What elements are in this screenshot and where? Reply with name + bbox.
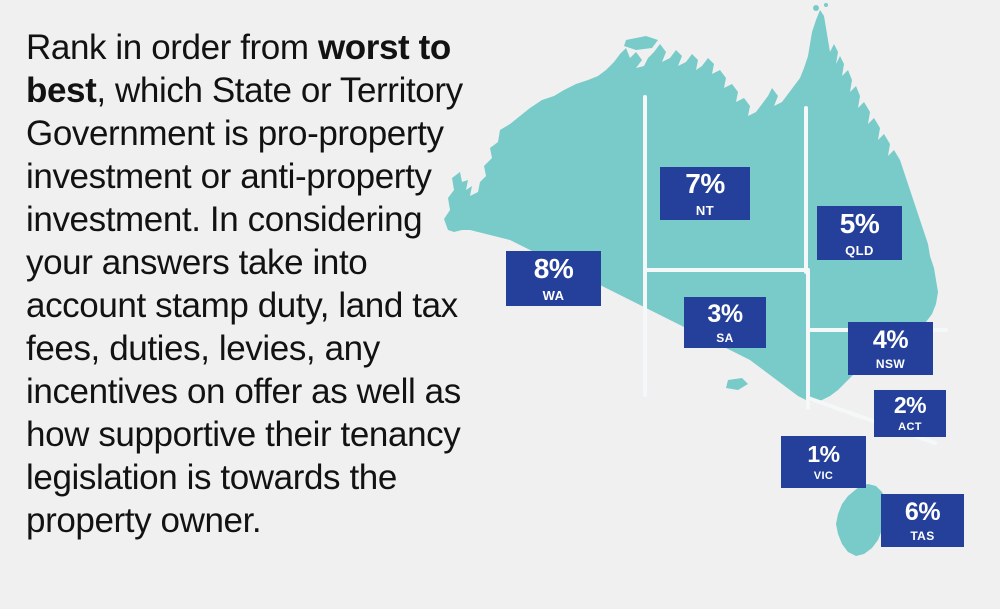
stat-label-act: ACT <box>898 421 922 433</box>
stat-box-sa[interactable]: 3% SA <box>684 297 766 348</box>
question-block: Rank in order from worst to best, which … <box>26 26 496 542</box>
stat-label-sa: SA <box>716 330 734 345</box>
tasmania-shape <box>836 484 888 556</box>
page-title: Rank in order from worst to best, which … <box>26 26 496 542</box>
stat-box-nt[interactable]: 7% NT <box>660 167 750 220</box>
stat-value-sa: 3% <box>707 299 743 328</box>
stat-label-nt: NT <box>695 203 715 218</box>
stat-box-wa[interactable]: 8% WA <box>506 251 601 306</box>
stat-value-vic: 1% <box>807 440 840 467</box>
kangaroo-island <box>726 378 748 390</box>
island-dot-2 <box>824 3 828 7</box>
stat-box-qld[interactable]: 5% QLD <box>817 206 902 260</box>
stat-label-wa: WA <box>542 288 565 303</box>
stat-box-nsw[interactable]: 4% NSW <box>848 322 933 375</box>
question-emphasis: worst to best <box>26 28 451 110</box>
stat-value-tas: 6% <box>904 497 941 526</box>
stat-value-qld: 5% <box>839 207 880 239</box>
stat-value-act: 2% <box>893 392 927 418</box>
stat-label-vic: VIC <box>813 469 834 482</box>
stat-label-tas: TAS <box>910 528 935 543</box>
question-prefix: Rank in order from <box>26 28 318 67</box>
stat-label-nsw: NSW <box>875 356 906 371</box>
stat-value-wa: 8% <box>533 253 574 284</box>
island-dot-1 <box>813 5 819 11</box>
groote-island <box>740 116 756 130</box>
stat-value-nsw: 4% <box>872 325 909 354</box>
stat-value-nt: 7% <box>685 168 725 199</box>
melville-island <box>624 36 658 50</box>
question-body: , which State or Territory Government is… <box>26 71 463 540</box>
stat-label-qld: QLD <box>845 242 874 258</box>
stat-box-act[interactable]: 2% ACT <box>874 390 946 437</box>
stat-box-tas[interactable]: 6% TAS <box>881 494 964 547</box>
stat-box-vic[interactable]: 1% VIC <box>781 436 866 488</box>
